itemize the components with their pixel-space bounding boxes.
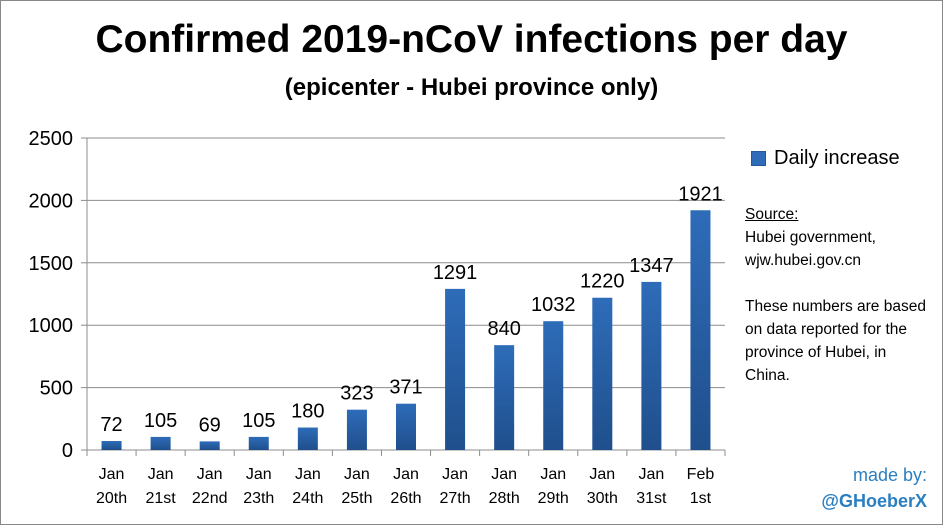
source-line-2: wjw.hubei.gov.cn bbox=[745, 252, 862, 269]
x-tick-label: 28th bbox=[489, 490, 520, 507]
bar bbox=[297, 427, 318, 450]
legend-label: Daily increase bbox=[774, 147, 900, 169]
y-tick-label: 2000 bbox=[29, 190, 74, 212]
x-tick-label: 22nd bbox=[192, 490, 228, 507]
data-label: 72 bbox=[100, 414, 122, 436]
bar bbox=[346, 409, 367, 450]
credit: made by: @GHoeberX bbox=[821, 462, 927, 514]
chart-subtitle: (epicenter - Hubei province only) bbox=[284, 74, 659, 101]
x-tick-label: 23th bbox=[243, 490, 274, 507]
data-label: 105 bbox=[144, 410, 177, 432]
data-label: 1291 bbox=[433, 262, 478, 284]
x-tick-label: Feb bbox=[687, 466, 715, 483]
legend-swatch bbox=[751, 151, 766, 166]
source-note-text: These numbers are based on data reported… bbox=[745, 298, 926, 384]
legend: Daily increase bbox=[751, 147, 900, 170]
x-tick-label: 30th bbox=[587, 490, 618, 507]
data-label: 1921 bbox=[678, 183, 723, 205]
bar bbox=[592, 297, 613, 450]
bar bbox=[150, 436, 171, 450]
data-label: 323 bbox=[340, 383, 373, 405]
data-label: 371 bbox=[389, 377, 422, 399]
bar bbox=[101, 441, 122, 450]
y-tick-label: 500 bbox=[40, 378, 73, 400]
x-tick-label: Jan bbox=[442, 466, 468, 483]
bar bbox=[494, 345, 515, 450]
data-label: 105 bbox=[242, 410, 275, 432]
x-tick-label: Jan bbox=[491, 466, 517, 483]
x-tick-label: Jan bbox=[295, 466, 321, 483]
x-tick-label: Jan bbox=[197, 466, 223, 483]
data-label: 180 bbox=[291, 401, 324, 423]
x-tick-label: Jan bbox=[148, 466, 174, 483]
credit-handle: @GHoeberX bbox=[821, 491, 927, 511]
x-tick-label: 27th bbox=[440, 490, 471, 507]
x-tick-label: Jan bbox=[246, 466, 272, 483]
data-label: 840 bbox=[487, 318, 520, 340]
bar bbox=[199, 441, 220, 450]
x-tick-label: 1st bbox=[690, 490, 712, 507]
y-tick-label: 1500 bbox=[29, 253, 74, 275]
x-tick-label: 26th bbox=[390, 490, 421, 507]
x-tick-label: Jan bbox=[589, 466, 615, 483]
source-note: Source: Hubei government, wjw.hubei.gov.… bbox=[745, 203, 935, 387]
x-tick-label: 24th bbox=[292, 490, 323, 507]
bar bbox=[445, 288, 466, 450]
y-tick-label: 2500 bbox=[29, 128, 74, 150]
x-tick-label: 31st bbox=[636, 490, 667, 507]
data-label: 1347 bbox=[629, 255, 674, 277]
source-line-1: Hubei government, bbox=[745, 229, 876, 246]
y-tick-label: 1000 bbox=[29, 315, 74, 337]
x-tick-label: Jan bbox=[344, 466, 370, 483]
x-tick-label: Jan bbox=[393, 466, 419, 483]
x-tick-label: Jan bbox=[540, 466, 566, 483]
source-label: Source: bbox=[745, 206, 799, 223]
y-tick-label: 0 bbox=[62, 440, 73, 462]
data-label: 69 bbox=[199, 414, 221, 436]
x-tick-label: 25th bbox=[341, 490, 372, 507]
x-tick-label: Jan bbox=[99, 466, 125, 483]
data-label: 1220 bbox=[580, 271, 625, 293]
bar bbox=[543, 321, 564, 450]
data-label: 1032 bbox=[531, 294, 576, 316]
bar bbox=[248, 436, 269, 450]
x-tick-label: Jan bbox=[638, 466, 664, 483]
bar bbox=[396, 403, 416, 450]
bar bbox=[641, 281, 662, 450]
x-tick-label: 29th bbox=[538, 490, 569, 507]
x-tick-label: 20th bbox=[96, 490, 127, 507]
x-tick-label: 21st bbox=[145, 490, 176, 507]
credit-made-by: made by: bbox=[852, 465, 927, 485]
bar bbox=[690, 210, 711, 450]
chart-title: Confirmed 2019-nCoV infections per day bbox=[95, 18, 848, 61]
